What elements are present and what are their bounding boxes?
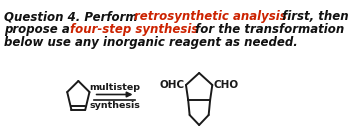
Text: CHO: CHO — [214, 80, 239, 90]
Text: below use any inorganic reagent as needed.: below use any inorganic reagent as neede… — [4, 36, 298, 49]
Text: Question 4. Perform: Question 4. Perform — [4, 10, 141, 23]
Text: multistep: multistep — [89, 83, 140, 91]
Text: OHC: OHC — [159, 80, 184, 90]
Text: synthesis: synthesis — [89, 100, 140, 110]
Text: propose a: propose a — [4, 23, 74, 36]
Text: four-step synthesis: four-step synthesis — [70, 23, 198, 36]
Text: retrosynthetic analysis: retrosynthetic analysis — [134, 10, 287, 23]
Text: for the transformation: for the transformation — [191, 23, 344, 36]
Text: first, then: first, then — [278, 10, 349, 23]
